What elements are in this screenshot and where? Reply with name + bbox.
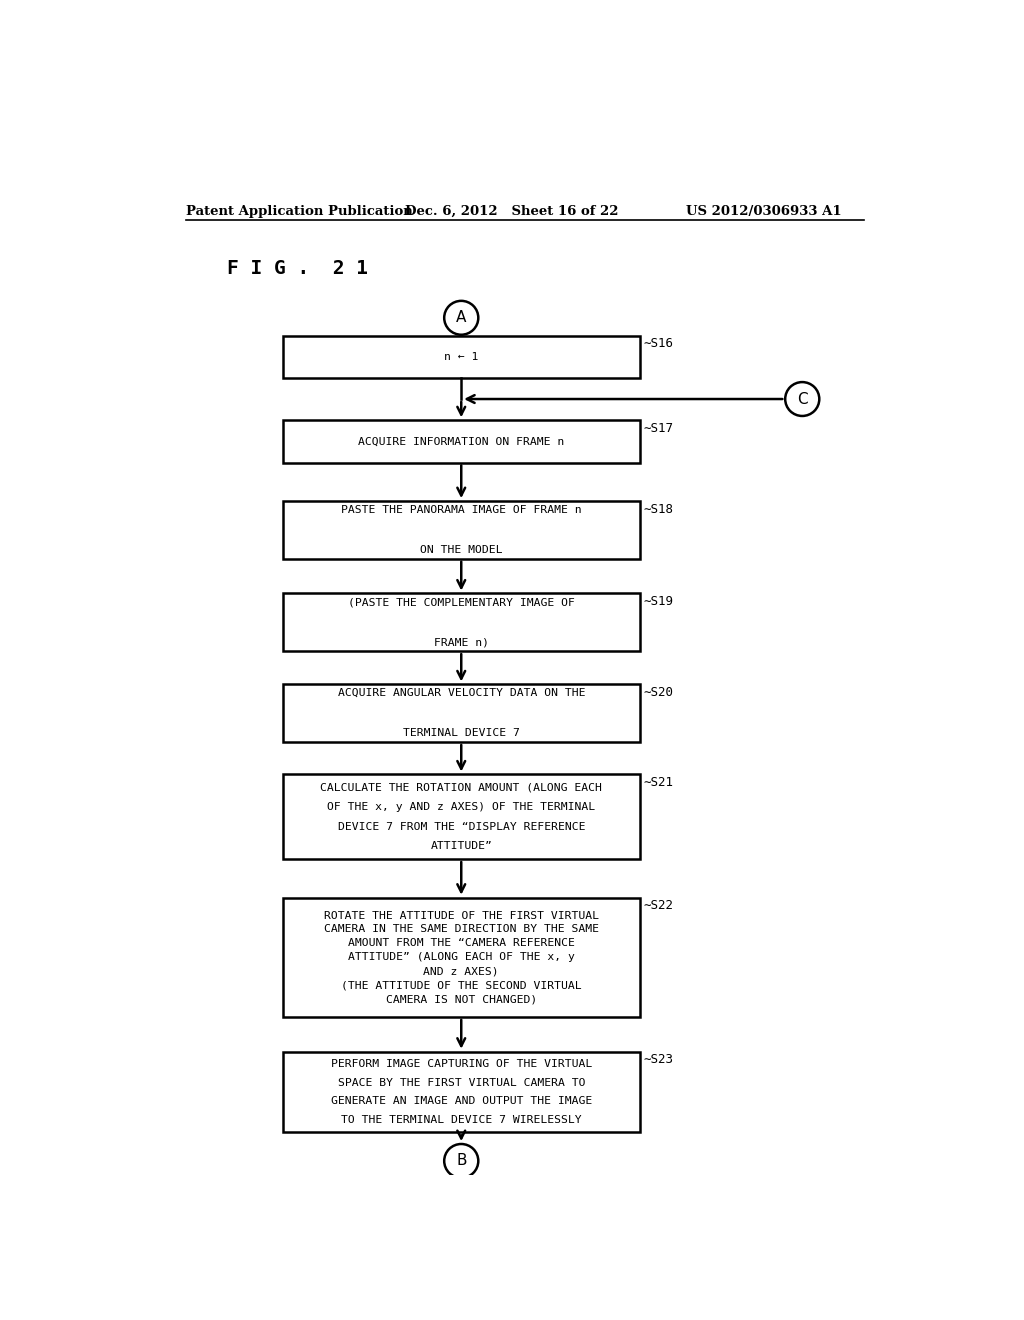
Text: ROTATE THE ATTITUDE OF THE FIRST VIRTUAL: ROTATE THE ATTITUDE OF THE FIRST VIRTUAL [324, 911, 599, 920]
Text: OF THE x, y AND z AXES) OF THE TERMINAL: OF THE x, y AND z AXES) OF THE TERMINAL [328, 801, 595, 812]
Bar [283, 684, 640, 742]
Bar [283, 502, 640, 558]
Text: CAMERA IS NOT CHANGED): CAMERA IS NOT CHANGED) [386, 994, 537, 1005]
Text: ∼S16: ∼S16 [643, 337, 674, 350]
Text: C: C [797, 392, 808, 407]
Text: B: B [456, 1154, 467, 1168]
Text: n ← 1: n ← 1 [444, 351, 478, 362]
Text: FRAME n): FRAME n) [434, 638, 488, 648]
Text: Patent Application Publication: Patent Application Publication [186, 205, 413, 218]
Text: ATTITUDE”: ATTITUDE” [430, 841, 493, 851]
Text: F I G .  2 1: F I G . 2 1 [227, 259, 369, 277]
Text: AND z AXES): AND z AXES) [424, 966, 499, 977]
Text: TERMINAL DEVICE 7: TERMINAL DEVICE 7 [402, 729, 520, 738]
Text: ATTITUDE” (ALONG EACH OF THE x, y: ATTITUDE” (ALONG EACH OF THE x, y [348, 952, 574, 962]
Bar [283, 335, 640, 378]
Text: AMOUNT FROM THE “CAMERA REFERENCE: AMOUNT FROM THE “CAMERA REFERENCE [348, 939, 574, 948]
Circle shape [444, 301, 478, 335]
Text: ACQUIRE INFORMATION ON FRAME n: ACQUIRE INFORMATION ON FRAME n [358, 437, 564, 446]
Text: ∼S23: ∼S23 [643, 1053, 674, 1067]
Text: SPACE BY THE FIRST VIRTUAL CAMERA TO: SPACE BY THE FIRST VIRTUAL CAMERA TO [338, 1077, 585, 1088]
Text: DEVICE 7 FROM THE “DISPLAY REFERENCE: DEVICE 7 FROM THE “DISPLAY REFERENCE [338, 821, 585, 832]
Text: CAMERA IN THE SAME DIRECTION BY THE SAME: CAMERA IN THE SAME DIRECTION BY THE SAME [324, 924, 599, 935]
Text: PASTE THE PANORAMA IMAGE OF FRAME n: PASTE THE PANORAMA IMAGE OF FRAME n [341, 504, 582, 515]
Text: (PASTE THE COMPLEMENTARY IMAGE OF: (PASTE THE COMPLEMENTARY IMAGE OF [348, 597, 574, 607]
Text: ∼S22: ∼S22 [643, 899, 674, 912]
Text: Dec. 6, 2012   Sheet 16 of 22: Dec. 6, 2012 Sheet 16 of 22 [406, 205, 618, 218]
Text: CALCULATE THE ROTATION AMOUNT (ALONG EACH: CALCULATE THE ROTATION AMOUNT (ALONG EAC… [321, 783, 602, 792]
Text: ∼S18: ∼S18 [643, 503, 674, 516]
Bar [283, 775, 640, 859]
Text: ∼S17: ∼S17 [643, 422, 674, 434]
Text: TO THE TERMINAL DEVICE 7 WIRELESSLY: TO THE TERMINAL DEVICE 7 WIRELESSLY [341, 1115, 582, 1126]
Bar [283, 594, 640, 651]
Text: ACQUIRE ANGULAR VELOCITY DATA ON THE: ACQUIRE ANGULAR VELOCITY DATA ON THE [338, 688, 585, 698]
Circle shape [444, 1144, 478, 1177]
Text: ∼S20: ∼S20 [643, 686, 674, 698]
Circle shape [785, 381, 819, 416]
Text: ∼S19: ∼S19 [643, 595, 674, 609]
Text: US 2012/0306933 A1: US 2012/0306933 A1 [686, 205, 842, 218]
Text: (THE ATTITUDE OF THE SECOND VIRTUAL: (THE ATTITUDE OF THE SECOND VIRTUAL [341, 981, 582, 990]
Text: PERFORM IMAGE CAPTURING OF THE VIRTUAL: PERFORM IMAGE CAPTURING OF THE VIRTUAL [331, 1059, 592, 1069]
Bar [283, 420, 640, 462]
Text: A: A [456, 310, 467, 325]
Text: ∼S21: ∼S21 [643, 776, 674, 789]
Bar [283, 1052, 640, 1133]
Text: GENERATE AN IMAGE AND OUTPUT THE IMAGE: GENERATE AN IMAGE AND OUTPUT THE IMAGE [331, 1097, 592, 1106]
Text: ON THE MODEL: ON THE MODEL [420, 545, 503, 556]
Bar [283, 898, 640, 1016]
